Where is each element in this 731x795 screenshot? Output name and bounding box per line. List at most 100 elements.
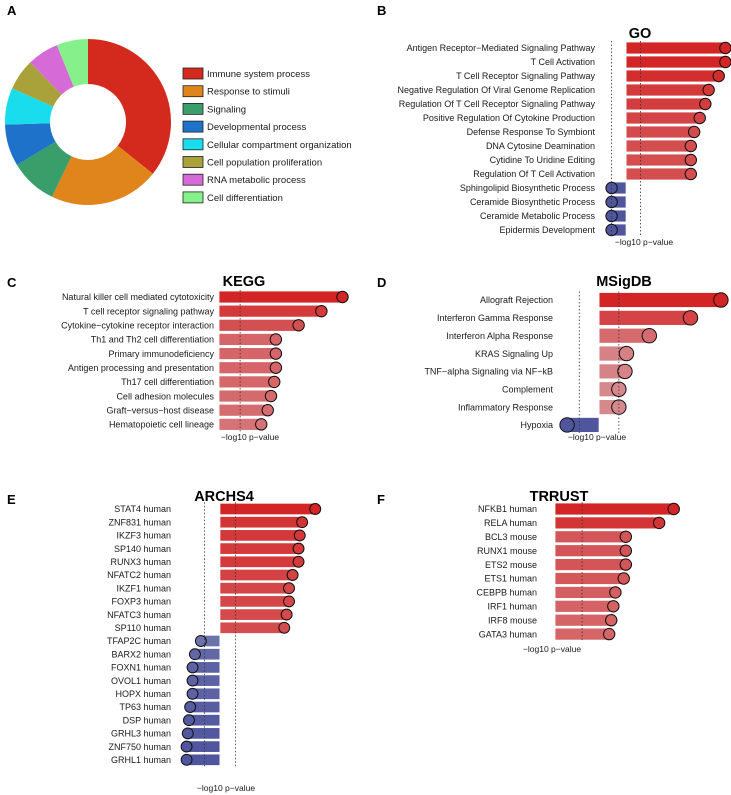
trrust-bar-end-point — [602, 627, 616, 641]
kegg-category-label: Cytokine−cytokine receptor interaction — [61, 321, 214, 331]
msigdb-category-label: Allograft Rejection — [480, 295, 553, 305]
kegg-bar-end-point — [264, 389, 278, 403]
archs4-bar-end-point — [188, 648, 201, 661]
go-bar-end-point — [699, 97, 712, 111]
pie-slice — [30, 45, 74, 95]
legend-label: Cell population proliferation — [207, 158, 322, 169]
go-bar — [625, 83, 710, 97]
archs4-category-label: ZNF750 human — [108, 742, 171, 752]
go-xlabel: −log10 p−value — [615, 237, 673, 247]
trrust-bar-end-point — [619, 544, 633, 557]
trrust-bar — [554, 530, 627, 544]
archs4-category-label: BARX2 human — [111, 649, 171, 659]
kegg-category-label: Th17 cell differentiation — [121, 377, 214, 387]
go-bar-end-point — [684, 167, 698, 181]
legend-swatch — [182, 67, 204, 80]
go-bar-end-point — [702, 83, 715, 97]
legend-swatch — [182, 85, 204, 98]
go-category-label: Ceramide Biosynthetic Process — [470, 197, 596, 207]
msigdb-bar — [598, 309, 691, 326]
archs4-bar-end-point — [180, 740, 193, 753]
kegg-bar-end-point — [255, 418, 268, 431]
msigdb-xlabel: −log10 p−value — [568, 432, 626, 442]
go-category-label: Ceramide Metabolic Process — [480, 211, 596, 221]
kegg-category-label: Cell adhesion molecules — [116, 391, 214, 401]
trrust-category-label: IRF8 mouse — [488, 615, 537, 625]
trrust-bar-end-point — [605, 614, 618, 627]
archs4-bar-end-point — [186, 674, 199, 687]
archs4-bar-end-point — [309, 503, 322, 515]
legend-swatch — [182, 138, 204, 151]
msigdb-category-label: KRAS Signaling Up — [475, 349, 553, 359]
go-bar-end-point — [684, 153, 698, 167]
msigdb-title: MSigDB — [596, 274, 652, 290]
archs4-plot: STAT4 human ZNF831 human IKZF3 human SP140 … — [107, 502, 322, 767]
archs4-category-label: GRHL1 human — [111, 755, 171, 765]
kegg-category-label: Primary immunodeficiency — [108, 349, 214, 359]
pie-slice — [12, 62, 62, 107]
archs4-title: ARCHS4 — [194, 489, 254, 505]
kegg-category-label: Graft−versus−host disease — [106, 405, 214, 415]
archs4-bar-end-point — [283, 595, 295, 608]
kegg-category-label: Hematopoietic cell lineage — [109, 420, 214, 430]
archs4-bar — [219, 555, 299, 568]
kegg-bar-end-point — [268, 375, 281, 389]
legend-label: Response to stimuli — [207, 87, 290, 98]
trrust-bar — [554, 544, 627, 558]
kegg-bar — [218, 389, 272, 403]
archs4-category-label: ZNF831 human — [108, 517, 171, 527]
msigdb-bar — [598, 292, 722, 308]
go-category-label: Regulation Of T Cell Activation — [473, 169, 595, 179]
msigdb-category-label: Interferon Alpha Response — [446, 331, 553, 341]
legend-swatch — [182, 120, 204, 133]
trrust-xlabel: −log10 p−value — [523, 644, 581, 654]
go-category-label: Antigen Receptor−Mediated Signaling Path… — [407, 43, 596, 53]
kegg-bar — [218, 304, 322, 318]
archs4-category-label: TP63 human — [119, 702, 171, 712]
archs4-bar-end-point — [180, 753, 193, 766]
archs4-bar-end-point — [293, 529, 306, 542]
trrust-plot: NFKB1 human RELA human BCL3 mouse RUNX1 mou… — [476, 502, 680, 642]
trrust-category-label: ETS2 mouse — [485, 560, 537, 570]
archs4-bar-end-point — [296, 516, 309, 529]
archs4-bar-end-point — [292, 542, 305, 555]
archs4-bar-end-point — [181, 727, 194, 740]
msigdb-category-label: Complement — [502, 384, 554, 394]
go-category-label: Defense Response To Symbiont — [467, 127, 596, 137]
msigdb-category-label: Interferon Gamma Response — [437, 313, 553, 323]
kegg-bar — [218, 333, 277, 346]
msigdb-bar-end-point — [559, 417, 575, 433]
pie-slice — [56, 39, 88, 87]
archs4-bar-end-point — [286, 569, 299, 581]
msigdb-category-label: TNF−alpha Signaling via NF−kB — [424, 367, 553, 377]
archs4-bar-end-point — [292, 555, 305, 568]
msigdb-bar-end-point — [617, 363, 633, 380]
archs4-category-label: SP140 human — [114, 544, 171, 554]
archs4-bar-end-point — [280, 608, 293, 621]
go-category-label: Cytidine To Uridine Editing — [490, 155, 595, 165]
go-category-label: Positive Regulation Of Cytokine Producti… — [423, 113, 595, 123]
go-bar — [625, 167, 692, 181]
archs4-category-label: IKZF1 human — [116, 583, 171, 593]
archs4-category-label: DSP human — [123, 715, 171, 725]
archs4-bar-end-point — [194, 635, 207, 647]
trrust-bar-end-point — [619, 558, 633, 571]
trrust-bar-end-point — [652, 516, 666, 530]
archs4-bar-end-point — [184, 701, 197, 713]
msigdb-category-label: Hypoxia — [520, 420, 553, 430]
kegg-bar — [218, 403, 269, 417]
legend-label: Cell differentiation — [207, 193, 283, 204]
kegg-bar — [218, 318, 300, 332]
go-bar-end-point — [712, 69, 725, 83]
go-plot: Antigen Receptor−Mediated Signaling Path… — [398, 41, 731, 237]
panel-label-e: E — [7, 492, 16, 507]
archs4-bar — [219, 529, 301, 542]
panel-label-d: D — [377, 275, 386, 290]
legend-swatch — [182, 103, 204, 115]
go-bar — [625, 69, 720, 83]
go-category-label: Epidermis Development — [499, 225, 595, 235]
msigdb-bar-end-point — [611, 381, 627, 397]
archs4-bar — [219, 608, 288, 621]
trrust-bar — [554, 599, 614, 613]
